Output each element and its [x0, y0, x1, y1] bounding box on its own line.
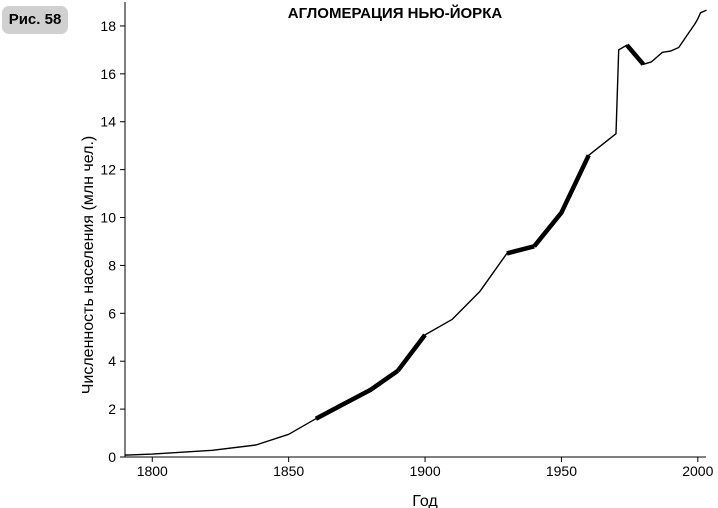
y-tick-label: 14 [100, 114, 116, 130]
y-tick-label: 16 [100, 66, 116, 82]
x-tick-label: 1850 [273, 463, 304, 479]
y-tick-label: 2 [108, 401, 116, 417]
x-tick-label: 1800 [137, 463, 168, 479]
x-axis-title: Год [412, 493, 438, 508]
y-tick-label: 6 [108, 305, 116, 321]
highlight-segment [314, 368, 400, 421]
y-axis-title: Численность населения (млн чел.) [80, 136, 97, 395]
series-group [124, 9, 707, 456]
x-tick-label: 1900 [409, 463, 440, 479]
y-tick-label: 12 [100, 162, 116, 178]
y-tick-label: 8 [108, 257, 116, 273]
x-tick-label: 2000 [682, 463, 713, 479]
y-tick-label: 10 [100, 210, 116, 226]
chart-title: АГЛОМЕРАЦИЯ НЬЮ-ЙОРКА [288, 4, 503, 22]
figure-label: Рис. 58 [2, 6, 68, 34]
highlight-segment [625, 43, 646, 66]
highlight-segment [532, 154, 591, 248]
y-tick-label: 0 [108, 449, 116, 465]
y-tick-label: 18 [100, 18, 116, 34]
series-line [124, 9, 707, 456]
y-ticks: 0 2 4 6 8 10 12 14 16 18 [100, 18, 125, 465]
highlight-segment [506, 244, 535, 256]
highlight-segment [396, 333, 427, 373]
x-tick-label: 1950 [546, 463, 577, 479]
y-tick-label: 4 [108, 353, 116, 369]
x-ticks: 1800 1850 1900 1950 2000 [137, 457, 714, 479]
